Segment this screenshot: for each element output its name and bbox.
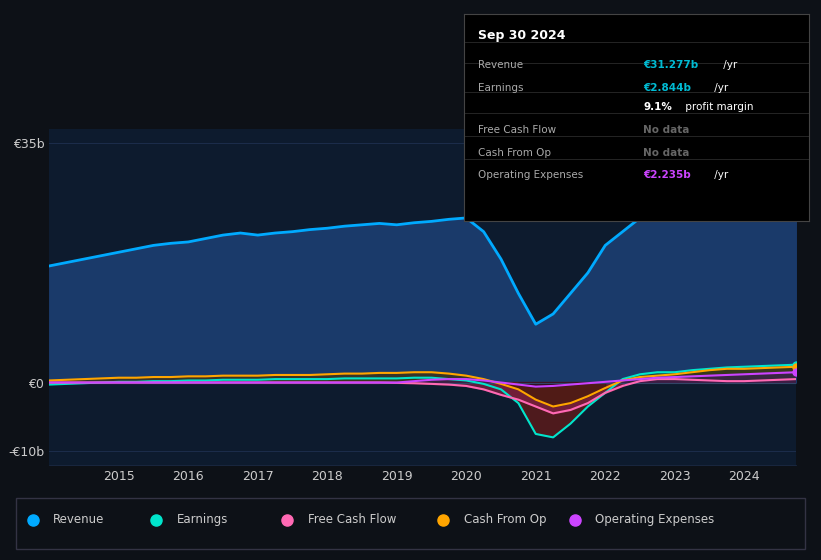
Text: 9.1%: 9.1%: [643, 102, 672, 112]
Text: /yr: /yr: [711, 170, 728, 180]
Text: Revenue: Revenue: [478, 59, 523, 69]
Text: Cash From Op: Cash From Op: [464, 514, 546, 526]
Text: No data: No data: [643, 125, 690, 135]
Text: Sep 30 2024: Sep 30 2024: [478, 29, 565, 41]
Text: Earnings: Earnings: [177, 514, 228, 526]
Bar: [16, 498, 805, 549]
Text: No data: No data: [643, 148, 690, 158]
Text: Revenue: Revenue: [53, 514, 105, 526]
Text: Operating Expenses: Operating Expenses: [595, 514, 714, 526]
Text: €2.235b: €2.235b: [643, 170, 691, 180]
Text: €2.844b: €2.844b: [643, 83, 691, 94]
Text: Free Cash Flow: Free Cash Flow: [308, 514, 397, 526]
Text: /yr: /yr: [711, 83, 728, 94]
Text: €31.277b: €31.277b: [643, 59, 699, 69]
Text: Free Cash Flow: Free Cash Flow: [478, 125, 556, 135]
Text: /yr: /yr: [720, 59, 737, 69]
Text: profit margin: profit margin: [681, 102, 754, 112]
Text: Operating Expenses: Operating Expenses: [478, 170, 583, 180]
Text: Cash From Op: Cash From Op: [478, 148, 551, 158]
Text: Earnings: Earnings: [478, 83, 523, 94]
